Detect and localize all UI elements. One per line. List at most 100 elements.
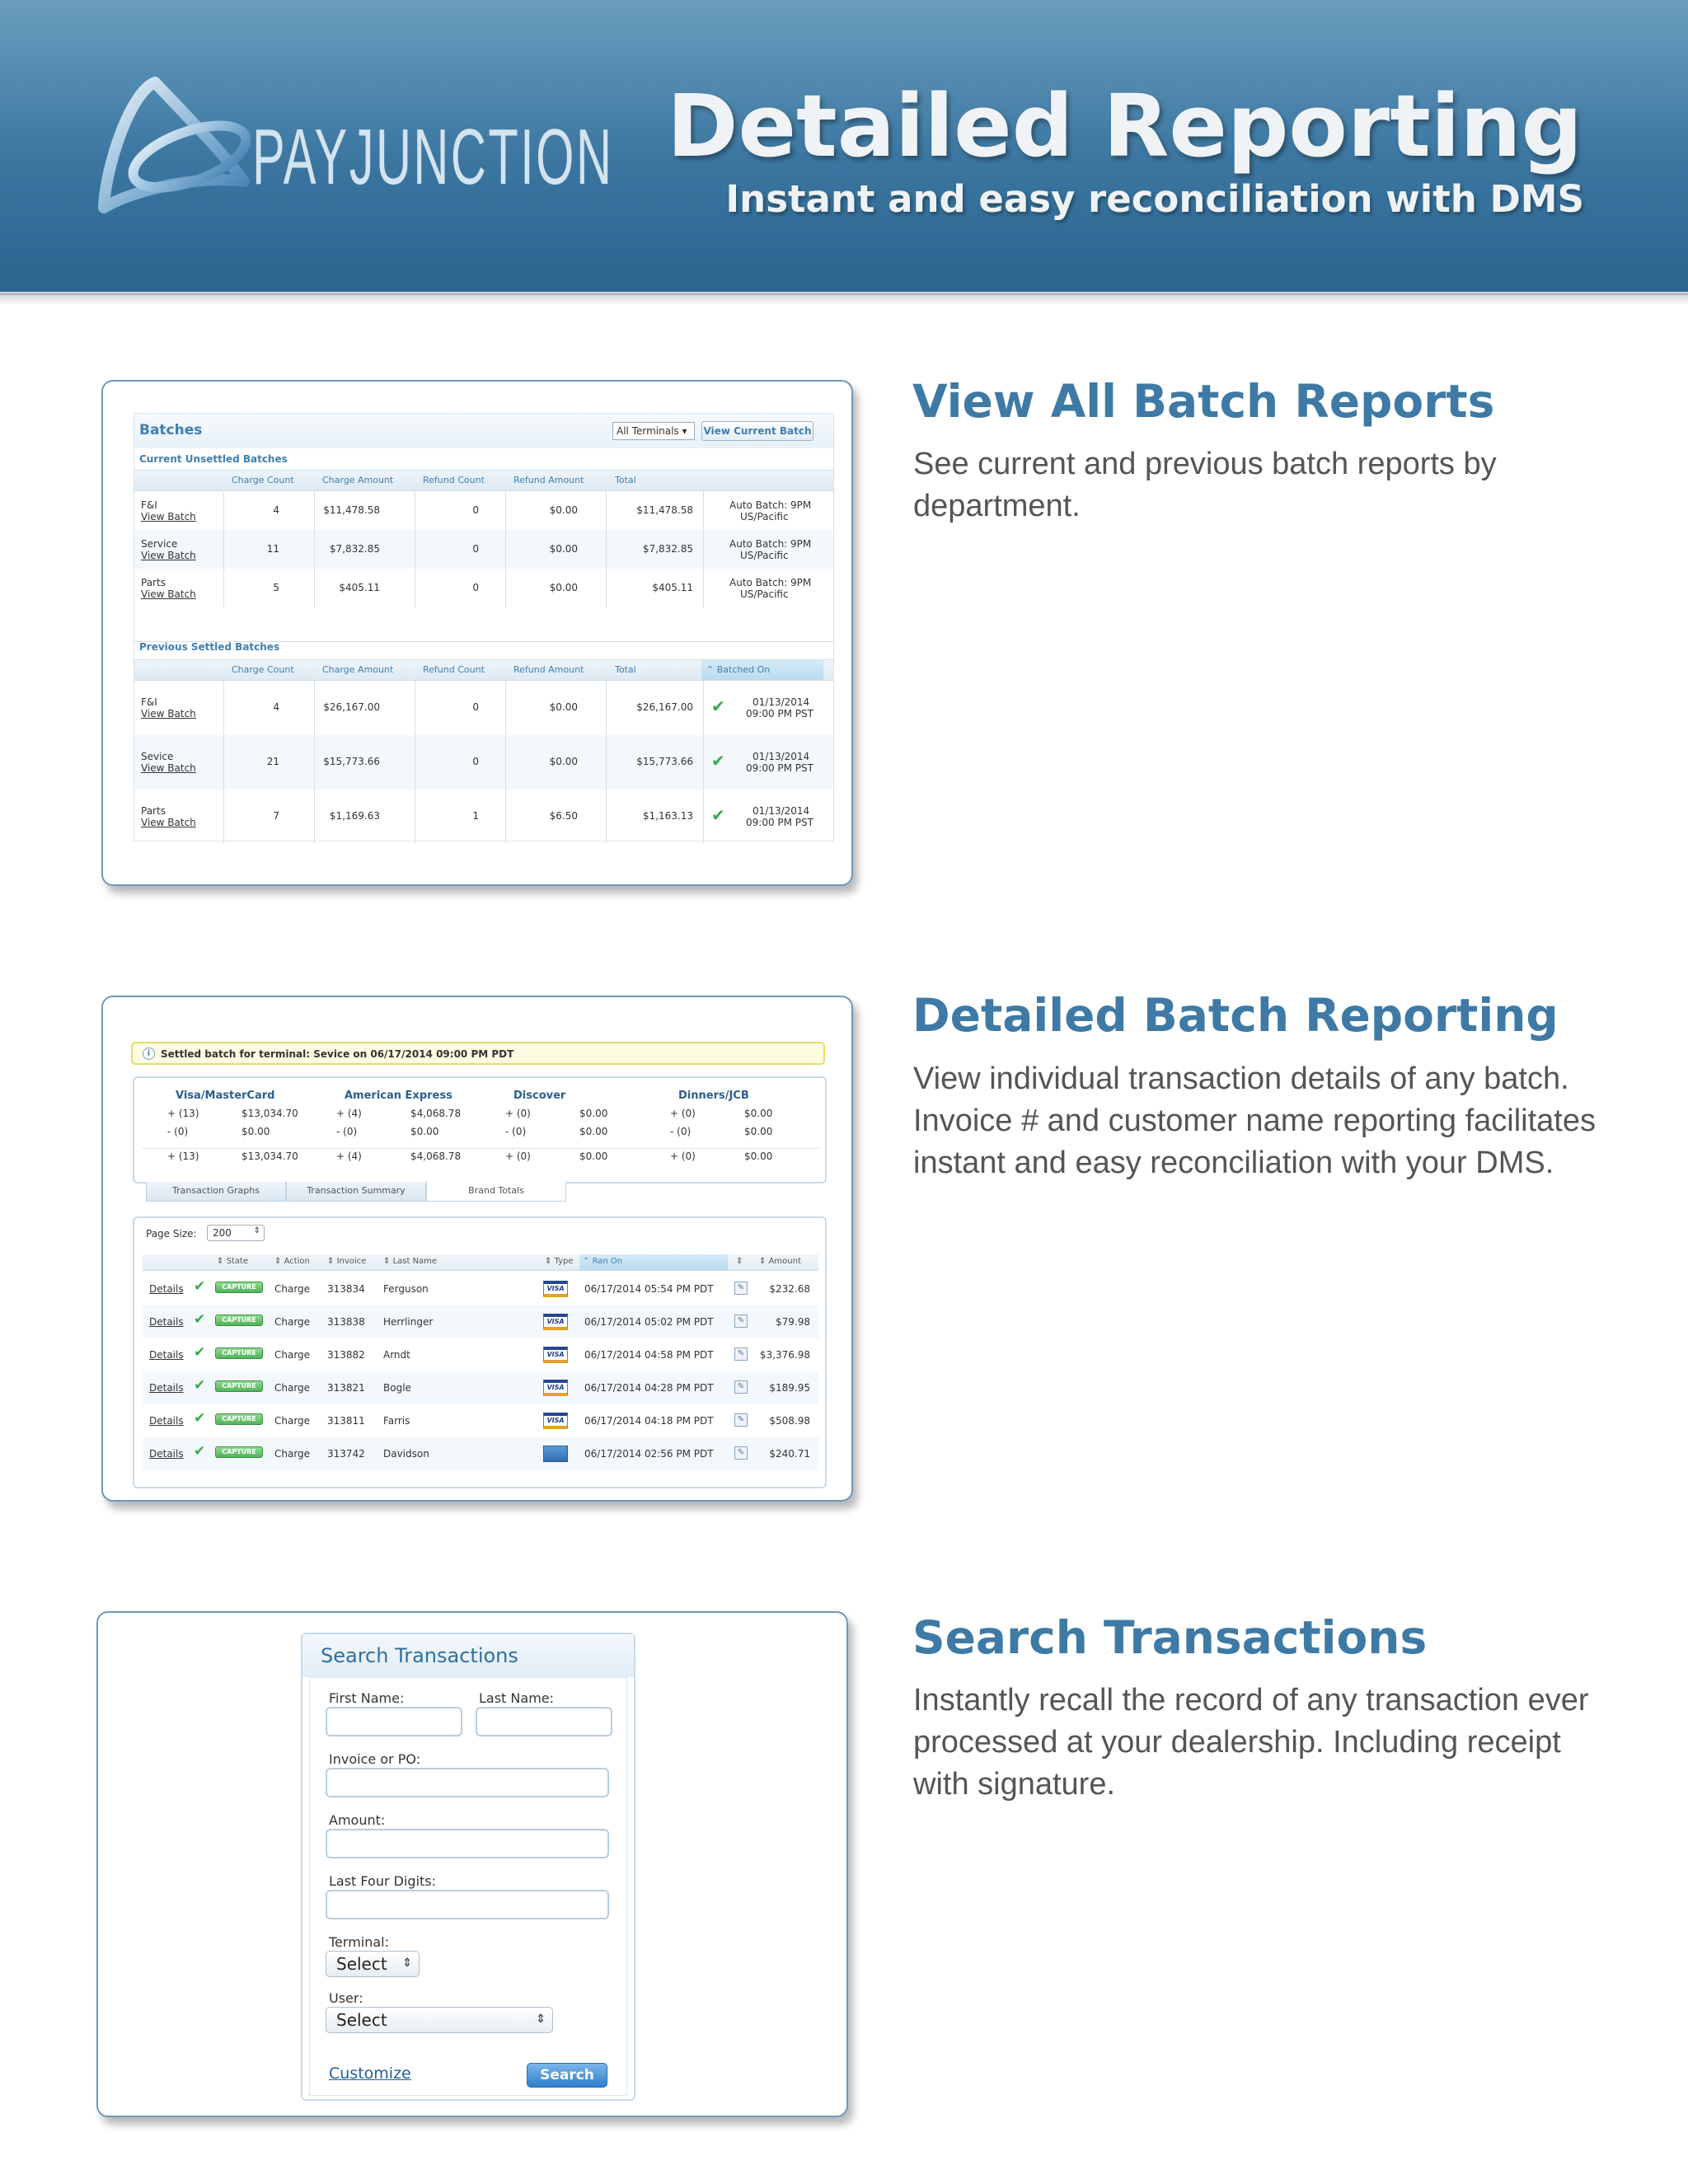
col-invoice[interactable]: ⇕ Invoice [327,1257,367,1266]
auto-batch-tz: US/Pacific [740,588,789,600]
edit-icon[interactable]: ✎ [734,1315,748,1328]
batches-panel: Batches All Terminals ▾ View Current Bat… [134,413,834,844]
edit-icon[interactable]: ✎ [734,1446,748,1460]
batched-on-header[interactable]: ⌃ Batched On [701,660,823,680]
check-icon: ✔ [711,805,725,825]
details-link[interactable]: Details [149,1316,184,1328]
column-divider [314,530,315,569]
batch-name: F&I [141,696,157,708]
settled-batch-banner: i Settled batch for terminal: Sevice on … [131,1042,825,1065]
col-ran-on[interactable]: ⌃ Ran On [579,1254,728,1270]
details-link[interactable]: Details [149,1382,184,1394]
batch-charge-amount: $15,773.66 [323,756,380,767]
brand-amount: $4,068.78 [410,1108,462,1119]
edit-icon[interactable]: ✎ [734,1282,748,1295]
col-charge-count: Charge Count [232,475,294,485]
batch-charge-amount: $1,169.63 [329,810,380,822]
transactions-column-header: ⇕ State ⇕ Action ⇕ Invoice ⇕ Last Name ⇕… [143,1254,818,1271]
column-divider [505,530,506,569]
brand-divider [143,1148,818,1149]
tab-transaction-graphs[interactable]: Transaction Graphs [146,1182,286,1202]
amount-field[interactable] [326,1829,609,1858]
page-size-label: Page Size: [146,1228,197,1240]
details-link[interactable]: Details [149,1415,184,1427]
auto-batch: Auto Batch: 9PM [729,499,812,511]
auto-batch: Auto Batch: 9PM [729,537,812,550]
col-action[interactable]: ⇕ Action [274,1257,310,1266]
details-link[interactable]: Details [149,1448,184,1460]
edit-icon[interactable]: ✎ [734,1347,748,1361]
view-current-batch-button[interactable]: View Current Batch [701,421,814,441]
col-state[interactable]: ⇕ State [217,1257,249,1266]
tab-transaction-summary[interactable]: Transaction Summary [286,1182,426,1202]
tab-brand-totals[interactable]: Brand Totals [426,1182,566,1202]
first-name-field[interactable] [326,1707,462,1736]
batch-date: 01/13/2014 [753,751,810,762]
column-divider [703,790,704,844]
section-title-search: Search Transactions [912,1611,1428,1664]
tx-action: Charge [274,1415,311,1427]
col-refund-amount: Refund Amount [513,664,584,675]
brand-count: + (0) [505,1151,531,1162]
batch-row: Parts View Batch 7 $1,169.63 1 $6.50 $1,163.13… [134,790,833,844]
capture-badge: CAPTURE [215,1380,263,1392]
sort-icon[interactable]: ⇕ [736,1257,743,1266]
batch-charge-amount: $26,167.00 [323,701,380,713]
check-icon: ✔ [194,1344,206,1361]
brand-amount: $0.00 [410,1126,439,1137]
view-batch-link[interactable]: View Batch [141,708,196,719]
batch-refund-count: 0 [472,756,479,767]
details-link[interactable]: Details [149,1349,184,1361]
view-batch-link[interactable]: View Batch [141,588,196,600]
column-divider [703,491,704,530]
page-size-select[interactable]: 200 ⇕ [207,1225,265,1241]
view-batch-link[interactable]: View Batch [141,817,196,828]
details-link[interactable]: Details [149,1283,184,1295]
page-size-value: 200 [213,1227,232,1239]
column-divider [703,569,704,607]
brand-count: + (13) [167,1108,199,1119]
column-divider [505,735,506,790]
col-ran-on-text: Ran On [592,1257,623,1266]
batch-name: Parts [141,805,166,817]
visa-card-icon: VISA [543,1314,568,1330]
batch-time: 09:00 PM PST [746,817,814,828]
edit-icon[interactable]: ✎ [734,1380,748,1394]
batch-total: $26,167.00 [636,701,693,713]
tx-last-name: Ferguson [383,1283,429,1295]
invoice-field[interactable] [326,1768,609,1797]
view-batch-link[interactable]: View Batch [141,510,196,523]
col-action-label: Action [284,1257,310,1266]
batch-charge-amount: $405.11 [339,581,380,593]
auto-batch-tz: US/Pacific [740,510,789,523]
column-divider [606,790,607,844]
view-batch-link[interactable]: View Batch [141,549,196,561]
column-divider [505,491,506,530]
terminal-select[interactable]: Select ⇕ [326,1951,420,1977]
column-divider [606,530,607,569]
batch-charge-count: 4 [273,701,279,713]
current-column-header: Charge Count Charge Amount Refund Count … [134,470,833,491]
customize-link[interactable]: Customize [329,2064,411,2083]
batch-name: Sevice [141,751,174,762]
last-name-field[interactable] [476,1707,612,1736]
brand-amount: $0.00 [744,1151,773,1162]
last-four-field[interactable] [326,1890,609,1919]
col-type[interactable]: ⇕ Type [545,1257,574,1266]
batch-row: Parts View Batch 5 $405.11 0 $0.00 $405.11 Auto… [134,569,833,607]
batch-refund-amount: $0.00 [549,756,578,767]
search-button[interactable]: Search [527,2063,607,2088]
brand-amount: $13,034.70 [241,1151,298,1162]
view-batch-link[interactable]: View Batch [141,762,196,774]
tx-action: Charge [274,1448,311,1460]
check-icon: ✔ [711,751,725,771]
terminal-select[interactable]: All Terminals ▾ [612,422,695,440]
column-divider [505,790,506,844]
col-amount[interactable]: ⇕ Amount [759,1257,801,1266]
edit-icon[interactable]: ✎ [734,1413,748,1427]
batch-refund-amount: $0.00 [549,504,578,516]
select-arrows-icon: ⇕ [536,2013,546,2026]
user-select[interactable]: Select ⇕ [326,2007,553,2033]
col-last-name[interactable]: ⇕ Last Name [383,1257,438,1266]
search-screenshot: Search Transactions First Name: Last Nam… [96,1611,848,2117]
